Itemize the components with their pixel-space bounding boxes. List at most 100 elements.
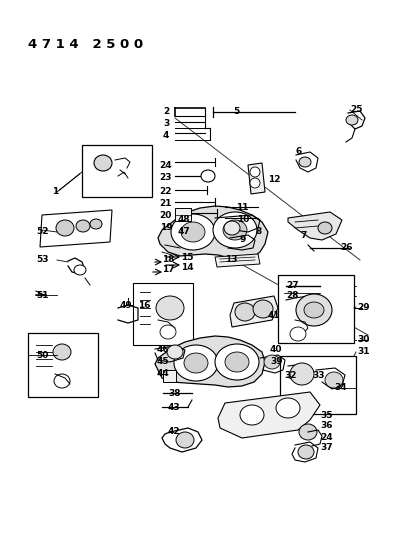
Ellipse shape	[176, 432, 194, 448]
Text: 37: 37	[320, 443, 333, 453]
Text: 32: 32	[284, 372, 297, 381]
Ellipse shape	[171, 214, 215, 250]
Bar	[163, 370, 176, 382]
Text: 29: 29	[357, 303, 370, 311]
Bar	[133, 283, 193, 345]
Text: 33: 33	[312, 372, 324, 381]
Text: 20: 20	[159, 211, 171, 220]
Text: 8: 8	[255, 228, 261, 237]
Text: 47: 47	[178, 228, 191, 237]
Ellipse shape	[213, 212, 257, 248]
Ellipse shape	[181, 222, 205, 242]
Bar	[175, 208, 191, 221]
Ellipse shape	[264, 355, 280, 369]
Text: 19: 19	[160, 223, 173, 232]
Bar	[82, 145, 152, 197]
Ellipse shape	[215, 344, 259, 380]
Text: 7: 7	[300, 231, 306, 240]
Text: 1: 1	[52, 188, 58, 197]
Text: 25: 25	[350, 106, 362, 115]
Text: 10: 10	[237, 215, 249, 224]
Ellipse shape	[74, 265, 86, 275]
Text: 16: 16	[138, 301, 151, 310]
Ellipse shape	[174, 345, 218, 381]
Text: 35: 35	[320, 410, 333, 419]
Text: 23: 23	[159, 174, 171, 182]
Text: 31: 31	[357, 348, 370, 357]
Text: 24: 24	[320, 432, 333, 441]
Ellipse shape	[296, 294, 332, 326]
Ellipse shape	[318, 222, 332, 234]
Text: 21: 21	[159, 199, 171, 208]
Ellipse shape	[223, 220, 247, 240]
Text: 53: 53	[36, 255, 49, 264]
Text: 41: 41	[268, 311, 281, 319]
Text: 42: 42	[168, 427, 181, 437]
Text: 2: 2	[163, 108, 169, 117]
Polygon shape	[158, 206, 268, 260]
Ellipse shape	[325, 372, 343, 388]
Ellipse shape	[225, 352, 249, 372]
Text: 5: 5	[233, 108, 239, 117]
Text: 22: 22	[159, 188, 171, 197]
Text: 14: 14	[181, 262, 194, 271]
Ellipse shape	[250, 178, 260, 188]
Text: 15: 15	[181, 253, 193, 262]
Text: 45: 45	[157, 358, 170, 367]
Polygon shape	[215, 254, 260, 267]
Text: 13: 13	[225, 255, 237, 264]
Ellipse shape	[54, 374, 70, 388]
Ellipse shape	[56, 220, 74, 236]
Bar	[278, 275, 354, 343]
Text: 18: 18	[162, 255, 175, 264]
Ellipse shape	[76, 220, 90, 232]
Text: 4 7 1 4   2 5 0 0: 4 7 1 4 2 5 0 0	[28, 38, 143, 51]
Ellipse shape	[290, 327, 306, 341]
Ellipse shape	[346, 115, 358, 125]
Ellipse shape	[235, 303, 255, 321]
Text: 27: 27	[286, 281, 299, 290]
Ellipse shape	[253, 300, 273, 318]
Polygon shape	[248, 163, 265, 194]
Text: 6: 6	[296, 148, 302, 157]
Text: 26: 26	[340, 244, 353, 253]
Polygon shape	[155, 336, 265, 387]
Text: 4: 4	[163, 131, 169, 140]
Text: 11: 11	[236, 203, 248, 212]
Text: 43: 43	[168, 402, 181, 411]
Ellipse shape	[156, 296, 184, 320]
Polygon shape	[230, 296, 278, 327]
Text: 28: 28	[286, 292, 299, 301]
Text: 34: 34	[334, 384, 347, 392]
Text: 52: 52	[36, 228, 49, 237]
Ellipse shape	[201, 170, 215, 182]
Text: 12: 12	[268, 175, 281, 184]
Ellipse shape	[276, 398, 300, 418]
Bar	[28, 333, 98, 397]
Text: 17: 17	[162, 265, 175, 274]
Text: 51: 51	[36, 290, 49, 300]
Ellipse shape	[304, 302, 324, 318]
Polygon shape	[40, 210, 112, 247]
Ellipse shape	[53, 344, 71, 360]
Ellipse shape	[160, 325, 176, 339]
Ellipse shape	[167, 345, 183, 359]
Ellipse shape	[90, 219, 102, 229]
Ellipse shape	[250, 167, 260, 177]
Ellipse shape	[290, 363, 314, 385]
Text: 44: 44	[157, 369, 170, 378]
Text: 3: 3	[163, 119, 169, 128]
Text: 48: 48	[178, 215, 191, 224]
Ellipse shape	[298, 445, 314, 459]
Ellipse shape	[184, 353, 208, 373]
Text: 40: 40	[270, 345, 282, 354]
Text: 49: 49	[120, 301, 133, 310]
Polygon shape	[288, 212, 342, 240]
Bar	[280, 356, 356, 414]
Text: 36: 36	[320, 422, 333, 431]
Text: 24: 24	[159, 160, 172, 169]
Ellipse shape	[94, 155, 112, 171]
Text: 30: 30	[357, 335, 369, 344]
Text: 38: 38	[168, 389, 180, 398]
Ellipse shape	[299, 157, 311, 167]
